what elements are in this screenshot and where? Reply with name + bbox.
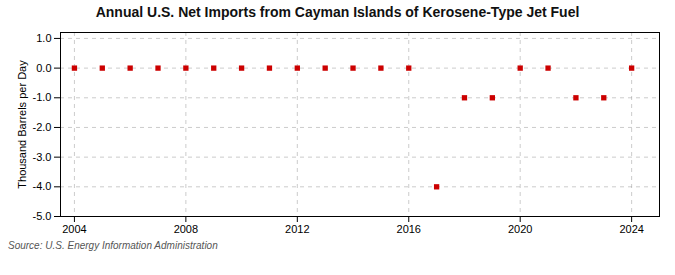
html-text:Annual U.S. Net Imports from C: Annual U.S. Net Imports from Cayman Isla… bbox=[95, 4, 580, 20]
svg-text:Thousand Barrels per Day: Thousand Barrels per Day bbox=[16, 60, 28, 189]
svg-text:-4.0: -4.0 bbox=[33, 180, 52, 192]
svg-text:-5.0: -5.0 bbox=[33, 210, 52, 222]
svg-text:-1.0: -1.0 bbox=[33, 91, 52, 103]
svg-text:0.0: 0.0 bbox=[36, 62, 51, 74]
svg-text:2016: 2016 bbox=[397, 223, 421, 235]
html-text:Source: U.S. Energy Informatio: Source: U.S. Energy Information Administ… bbox=[8, 240, 218, 251]
svg-text:-3.0: -3.0 bbox=[33, 151, 52, 163]
svg-text:-2.0: -2.0 bbox=[33, 121, 52, 133]
svg-text:2020: 2020 bbox=[508, 223, 532, 235]
svg-text:2012: 2012 bbox=[285, 223, 309, 235]
svg-text:2024: 2024 bbox=[619, 223, 643, 235]
svg-text:1.0: 1.0 bbox=[36, 32, 51, 44]
svg-text:2008: 2008 bbox=[174, 223, 198, 235]
svg-text:2004: 2004 bbox=[62, 223, 86, 235]
